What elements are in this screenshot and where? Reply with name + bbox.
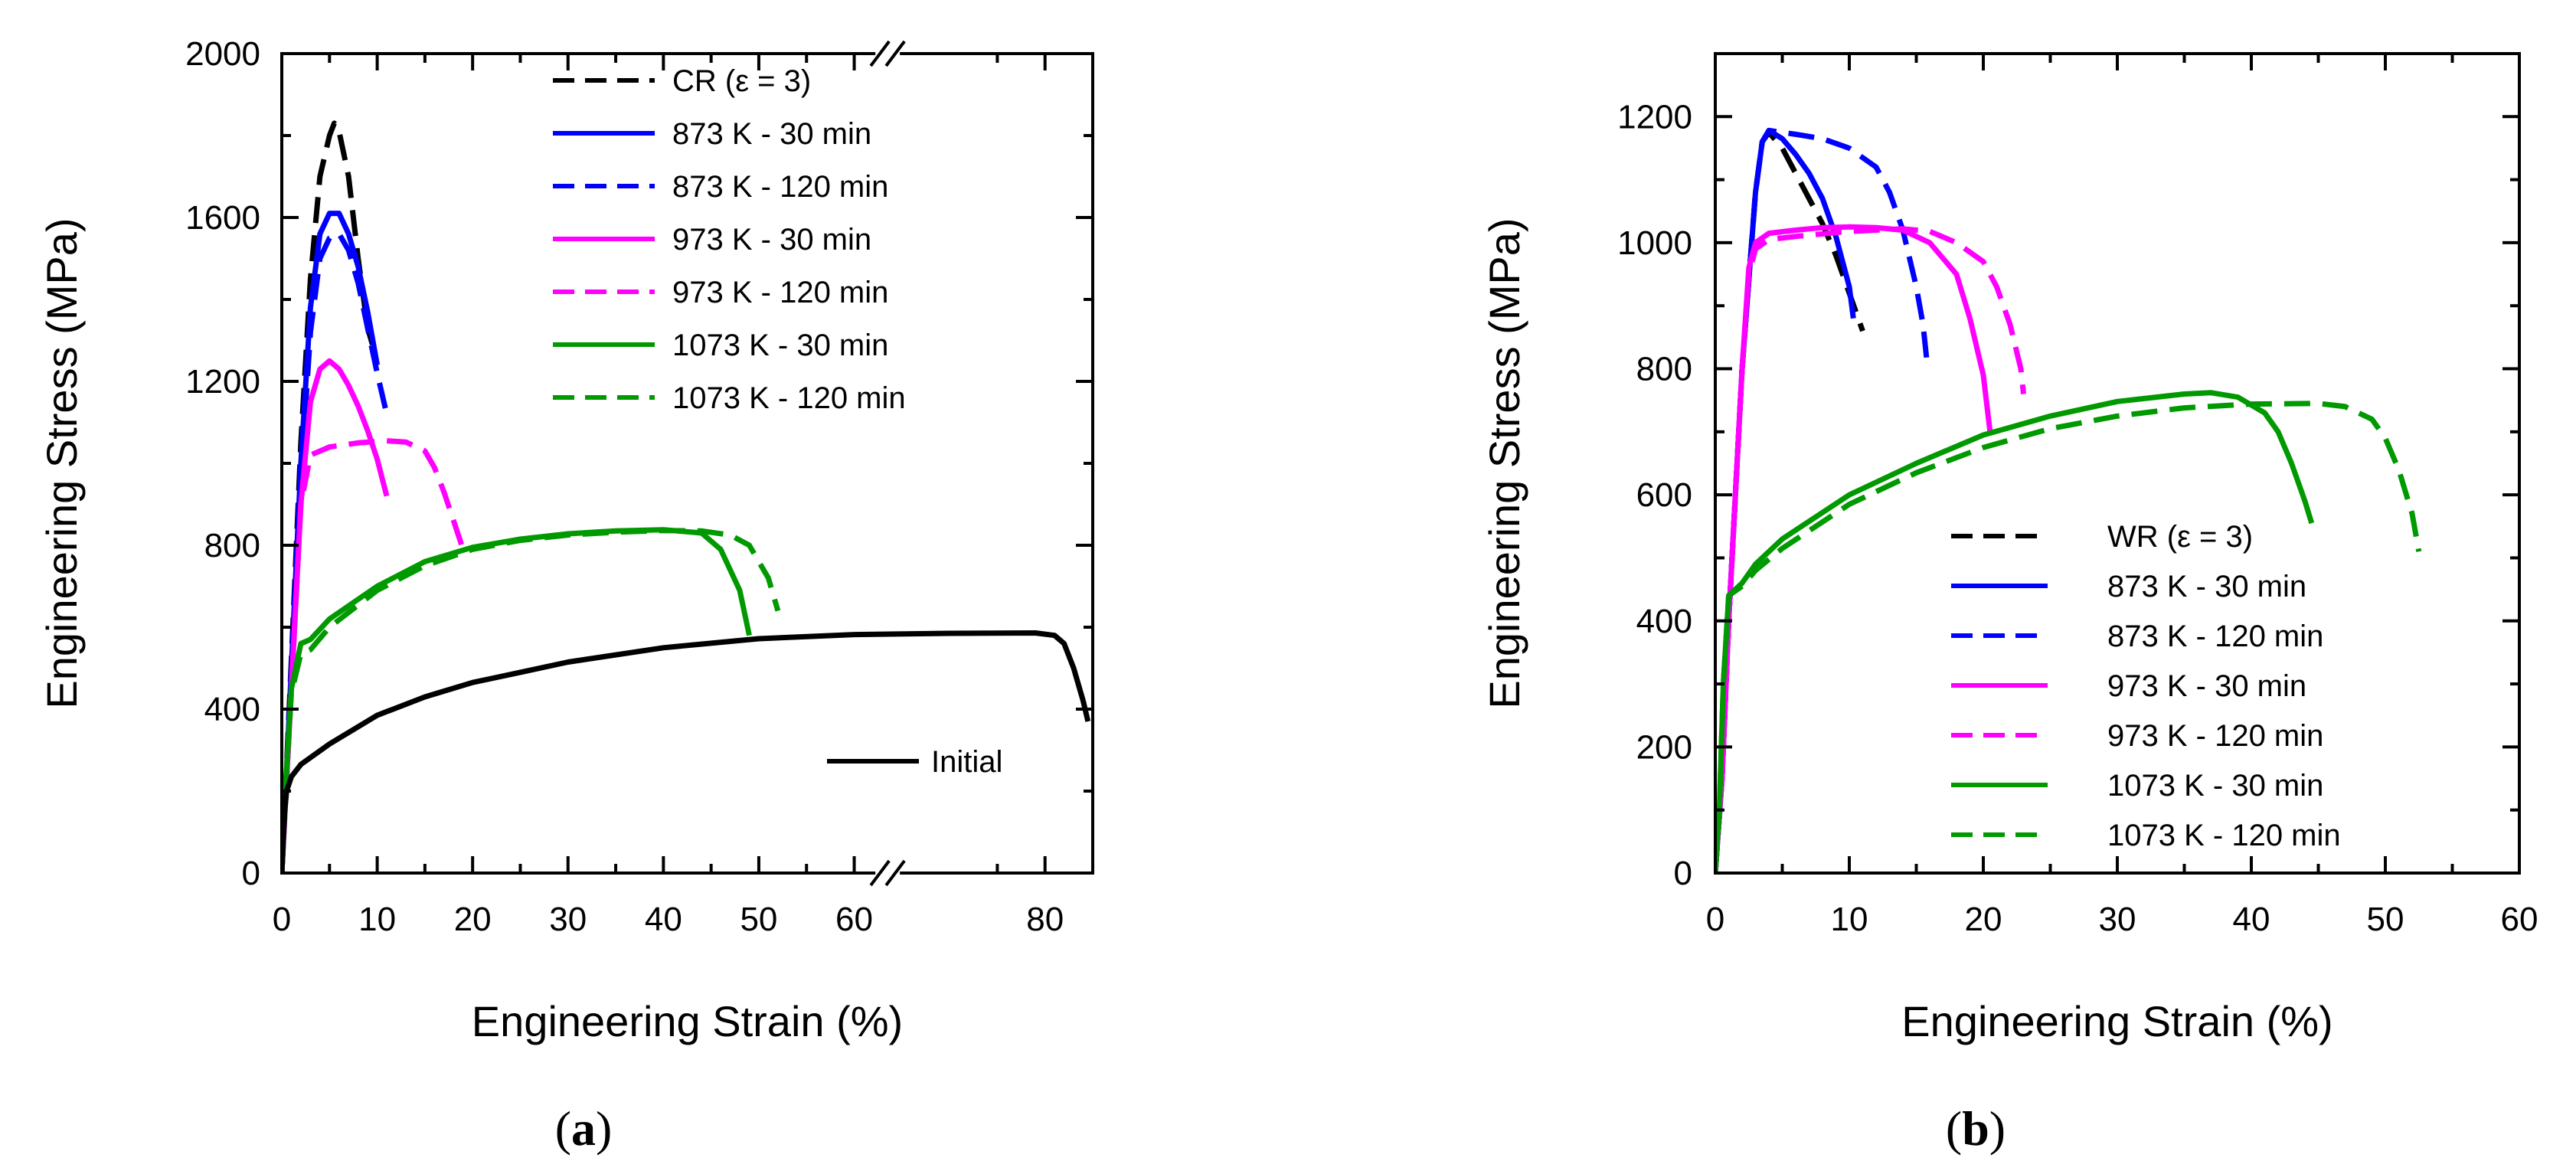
- legend-label: 873 K - 30 min: [2107, 570, 2306, 603]
- legend-label: 973 K - 120 min: [672, 276, 888, 309]
- x-tick-label: 30: [2099, 901, 2136, 938]
- panel-b-legend: WR (ε = 3) 873 K - 30 min 873 K - 120 min 9…: [1951, 520, 2341, 852]
- y-axis-label: Engineering Stress (MPa): [38, 217, 86, 708]
- y-tick-label: 800: [1636, 351, 1692, 388]
- legend-label: WR (ε = 3): [2107, 520, 2253, 554]
- y-tick-label: 1600: [185, 199, 260, 237]
- y-tick-label: 1000: [1617, 224, 1692, 262]
- series-line-a-7: [282, 630, 1091, 873]
- x-axis-label: Engineering Strain (%): [472, 997, 903, 1045]
- panel-b-caption-label: b: [1962, 1101, 1989, 1156]
- y-tick-label: 2000: [185, 35, 260, 73]
- x-tick-label: 40: [645, 901, 682, 938]
- x-tick-label: 60: [835, 901, 873, 938]
- x-tick-label: 0: [273, 901, 291, 938]
- panel-a-legend: CR (ε = 3) 873 K - 30 min 873 K - 120 min 9…: [553, 64, 1002, 779]
- y-tick-label: 1200: [185, 363, 260, 401]
- axis-break-mark: [869, 40, 891, 67]
- panel-a-caption-label: a: [571, 1101, 596, 1156]
- x-axis-label: Engineering Strain (%): [1901, 997, 2332, 1045]
- y-tick-label: 0: [1674, 855, 1692, 892]
- y-axis-label: Engineering Stress (MPa): [1480, 217, 1528, 708]
- axis-break-mark: [869, 859, 891, 887]
- series-line-a-3: [282, 358, 390, 873]
- series-line-b-2: [1715, 127, 1930, 873]
- y-tick-label: 1200: [1617, 98, 1692, 136]
- x-tick-label: 40: [2233, 901, 2270, 938]
- legend-label: 973 K - 120 min: [2107, 719, 2323, 753]
- x-tick-label: 30: [549, 901, 587, 938]
- chart-panel-b: 0 200 400 600 800 1000 1200 0 10 20 30 40 50 60 Engine…: [1480, 52, 2538, 1045]
- x-tick-label: 10: [1831, 901, 1868, 938]
- x-tick-label: 60: [2501, 901, 2538, 938]
- x-tick-label: 80: [1026, 901, 1064, 938]
- x-tick-label: 50: [2367, 901, 2404, 938]
- legend-label: 873 K - 120 min: [672, 170, 888, 204]
- series-line-b-3: [1715, 224, 1993, 873]
- legend-label: 973 K - 30 min: [2107, 669, 2306, 703]
- legend-label: 1073 K - 30 min: [672, 329, 888, 362]
- y-tick-label: 400: [1636, 603, 1692, 640]
- initial-curve-label: Initial: [931, 745, 1002, 779]
- series-line-b-6: [1715, 401, 2422, 873]
- legend-label: 1073 K - 120 min: [672, 381, 906, 415]
- legend-label: 973 K - 30 min: [672, 223, 871, 257]
- panel-b-caption: (b): [1946, 1101, 2006, 1156]
- panel-a-axes: 0 400 800 1200 1600 2000 0 10 20 30 40 50 60 80 Engine…: [38, 35, 1094, 1045]
- panel-b-series-group: [1715, 127, 2422, 873]
- legend-label: 1073 K - 30 min: [2107, 769, 2323, 803]
- legend-label: 1073 K - 120 min: [2107, 819, 2341, 852]
- y-tick-label: 400: [204, 691, 260, 728]
- y-tick-label: 0: [242, 855, 260, 892]
- legend-label: 873 K - 30 min: [672, 117, 871, 151]
- legend-label: CR (ε = 3): [672, 64, 811, 98]
- axis-break-mark: [884, 859, 906, 887]
- y-tick-label: 600: [1636, 476, 1692, 514]
- x-tick-label: 20: [454, 901, 492, 938]
- x-tick-label: 10: [358, 901, 396, 938]
- legend-label: 873 K - 120 min: [2107, 620, 2323, 653]
- y-tick-label: 200: [1636, 728, 1692, 766]
- x-tick-label: 20: [1965, 901, 2002, 938]
- panel-b-axes: 0 200 400 600 800 1000 1200 0 10 20 30 40 50 60 Engine…: [1480, 52, 2538, 1045]
- x-tick-label: 50: [740, 901, 777, 938]
- series-line-a-4: [282, 438, 466, 873]
- series-line-a-6: [282, 528, 781, 873]
- y-tick-label: 800: [204, 527, 260, 564]
- x-tick-label: 0: [1706, 901, 1724, 938]
- panel-a-caption: (a): [555, 1101, 613, 1156]
- panel-a-series-group: [282, 120, 1091, 873]
- chart-panel-a: 0 400 800 1200 1600 2000 0 10 20 30 40 50 60 80 Engine…: [38, 35, 1094, 1045]
- axis-break-mark: [884, 40, 906, 67]
